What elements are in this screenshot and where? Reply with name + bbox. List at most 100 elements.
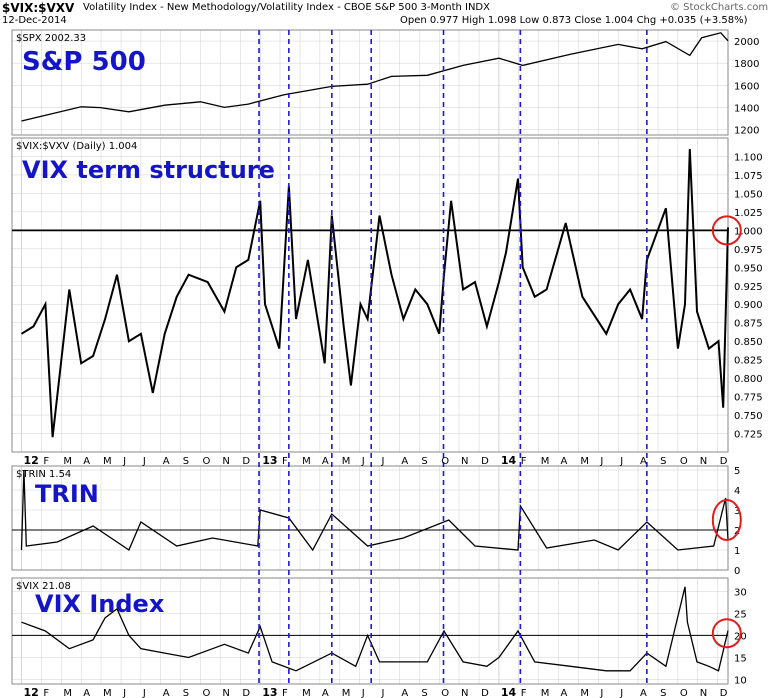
overlay-label: VIX term structure (22, 156, 275, 184)
x-tick-label: J (361, 688, 365, 698)
x-tick-label: A (640, 456, 647, 467)
x-tick-label: S (660, 456, 666, 467)
x-tick-label: 14 (501, 686, 517, 698)
x-tick-label: A (640, 688, 647, 698)
x-tick-label: A (83, 688, 90, 698)
y-tick-label: 0.875 (734, 319, 763, 330)
x-tick-label: A (561, 688, 568, 698)
x-tick-label: O (203, 688, 211, 698)
y-tick-label: 5 (734, 466, 740, 477)
x-tick-label: O (441, 688, 449, 698)
chart-quote: Open 0.977 High 1.098 Low 0.873 Close 1.… (400, 15, 748, 26)
x-tick-label: J (361, 456, 365, 467)
x-tick-label: M (63, 688, 72, 698)
y-tick-label: 1.000 (734, 226, 763, 237)
x-tick-label: S (421, 688, 427, 698)
x-tick-label: J (619, 456, 623, 467)
x-tick-label: J (381, 456, 385, 467)
x-tick-label: J (142, 688, 146, 698)
x-tick-label: D (242, 456, 250, 467)
y-tick-label: 0.850 (734, 337, 763, 348)
x-tick-label: M (580, 688, 589, 698)
x-tick-label: M (103, 456, 112, 467)
x-tick-label: O (680, 456, 688, 467)
x-tick-label: M (103, 688, 112, 698)
x-tick-label: A (83, 456, 90, 467)
x-tick-label: J (599, 688, 603, 698)
y-tick-label: 3 (734, 506, 740, 517)
x-tick-label: A (561, 456, 568, 467)
y-tick-label: 15 (734, 654, 747, 665)
pane-frame (11, 137, 729, 453)
series-line (21, 32, 729, 122)
x-tick-label: S (183, 456, 189, 467)
x-tick-label: J (619, 688, 623, 698)
x-tick-label: S (660, 688, 666, 698)
x-tick-label: D (481, 456, 489, 467)
y-tick-label: 0.925 (734, 282, 763, 293)
y-tick-label: 4 (734, 486, 740, 497)
x-tick-label: F (43, 456, 49, 467)
y-tick-label: 0.950 (734, 263, 763, 274)
x-tick-label: N (461, 456, 468, 467)
chart-symbol: $VIX:$VXV (2, 1, 75, 15)
x-tick-label: D (481, 688, 489, 698)
x-tick-label: F (282, 456, 288, 467)
x-tick-label: J (122, 688, 126, 698)
x-tick-label: J (122, 456, 126, 467)
pane-frame (11, 465, 729, 571)
chart-description: Volatility Index - New Methodology/Volat… (83, 2, 490, 13)
overlay-label: VIX Index (35, 590, 165, 618)
highlight-circle (711, 618, 742, 649)
x-tick-label: F (282, 688, 288, 698)
x-tick-label: M (342, 688, 351, 698)
x-tick-label: A (401, 688, 408, 698)
x-tick-label: S (421, 456, 427, 467)
series-line (20, 149, 729, 438)
pane-frame (11, 29, 729, 136)
y-tick-label: 0.725 (734, 430, 763, 441)
x-tick-label: A (163, 456, 170, 467)
y-tick-label: 0.825 (734, 356, 763, 367)
x-tick-label: 13 (262, 454, 277, 467)
series-line (20, 469, 729, 552)
x-tick-label: N (700, 688, 707, 698)
x-tick-label: A (163, 688, 170, 698)
x-tick-label: A (322, 688, 329, 698)
legend-label: $SPX 2002.33 (16, 33, 86, 44)
x-tick-label: M (302, 456, 311, 467)
y-tick-label: 1800 (734, 59, 759, 70)
legend-label: $TRIN 1.54 (16, 469, 71, 480)
y-tick-label: 0.775 (734, 393, 763, 404)
y-tick-label: 1 (734, 546, 740, 557)
x-tick-label: 12 (24, 454, 39, 467)
x-tick-label: M (541, 688, 550, 698)
x-tick-label: M (541, 456, 550, 467)
y-tick-label: 0.800 (734, 374, 763, 385)
x-tick-label: O (680, 688, 688, 698)
y-tick-label: 0 (734, 566, 740, 577)
y-tick-label: 30 (734, 587, 747, 598)
x-tick-label: N (700, 456, 707, 467)
y-tick-label: 1.050 (734, 189, 763, 200)
watermark: © StockCharts.com (670, 2, 769, 13)
y-tick-label: 2000 (734, 37, 759, 48)
x-tick-label: M (342, 456, 351, 467)
y-tick-label: 1.025 (734, 208, 763, 219)
y-tick-label: 10 (734, 676, 747, 687)
x-tick-label: N (461, 688, 468, 698)
x-tick-label: N (222, 688, 229, 698)
x-tick-label: S (183, 688, 189, 698)
x-tick-label: J (599, 456, 603, 467)
chart-date: 12-Dec-2014 (2, 15, 67, 26)
x-tick-label: N (222, 456, 229, 467)
series-line (21, 586, 729, 672)
x-tick-label: 14 (501, 454, 517, 467)
y-tick-label: 25 (734, 609, 747, 620)
x-tick-label: J (381, 688, 385, 698)
x-tick-label: M (63, 456, 72, 467)
y-tick-label: 1200 (734, 125, 759, 136)
x-tick-label: M (580, 456, 589, 467)
highlight-circle (711, 499, 742, 541)
x-tick-label: 13 (262, 686, 277, 698)
